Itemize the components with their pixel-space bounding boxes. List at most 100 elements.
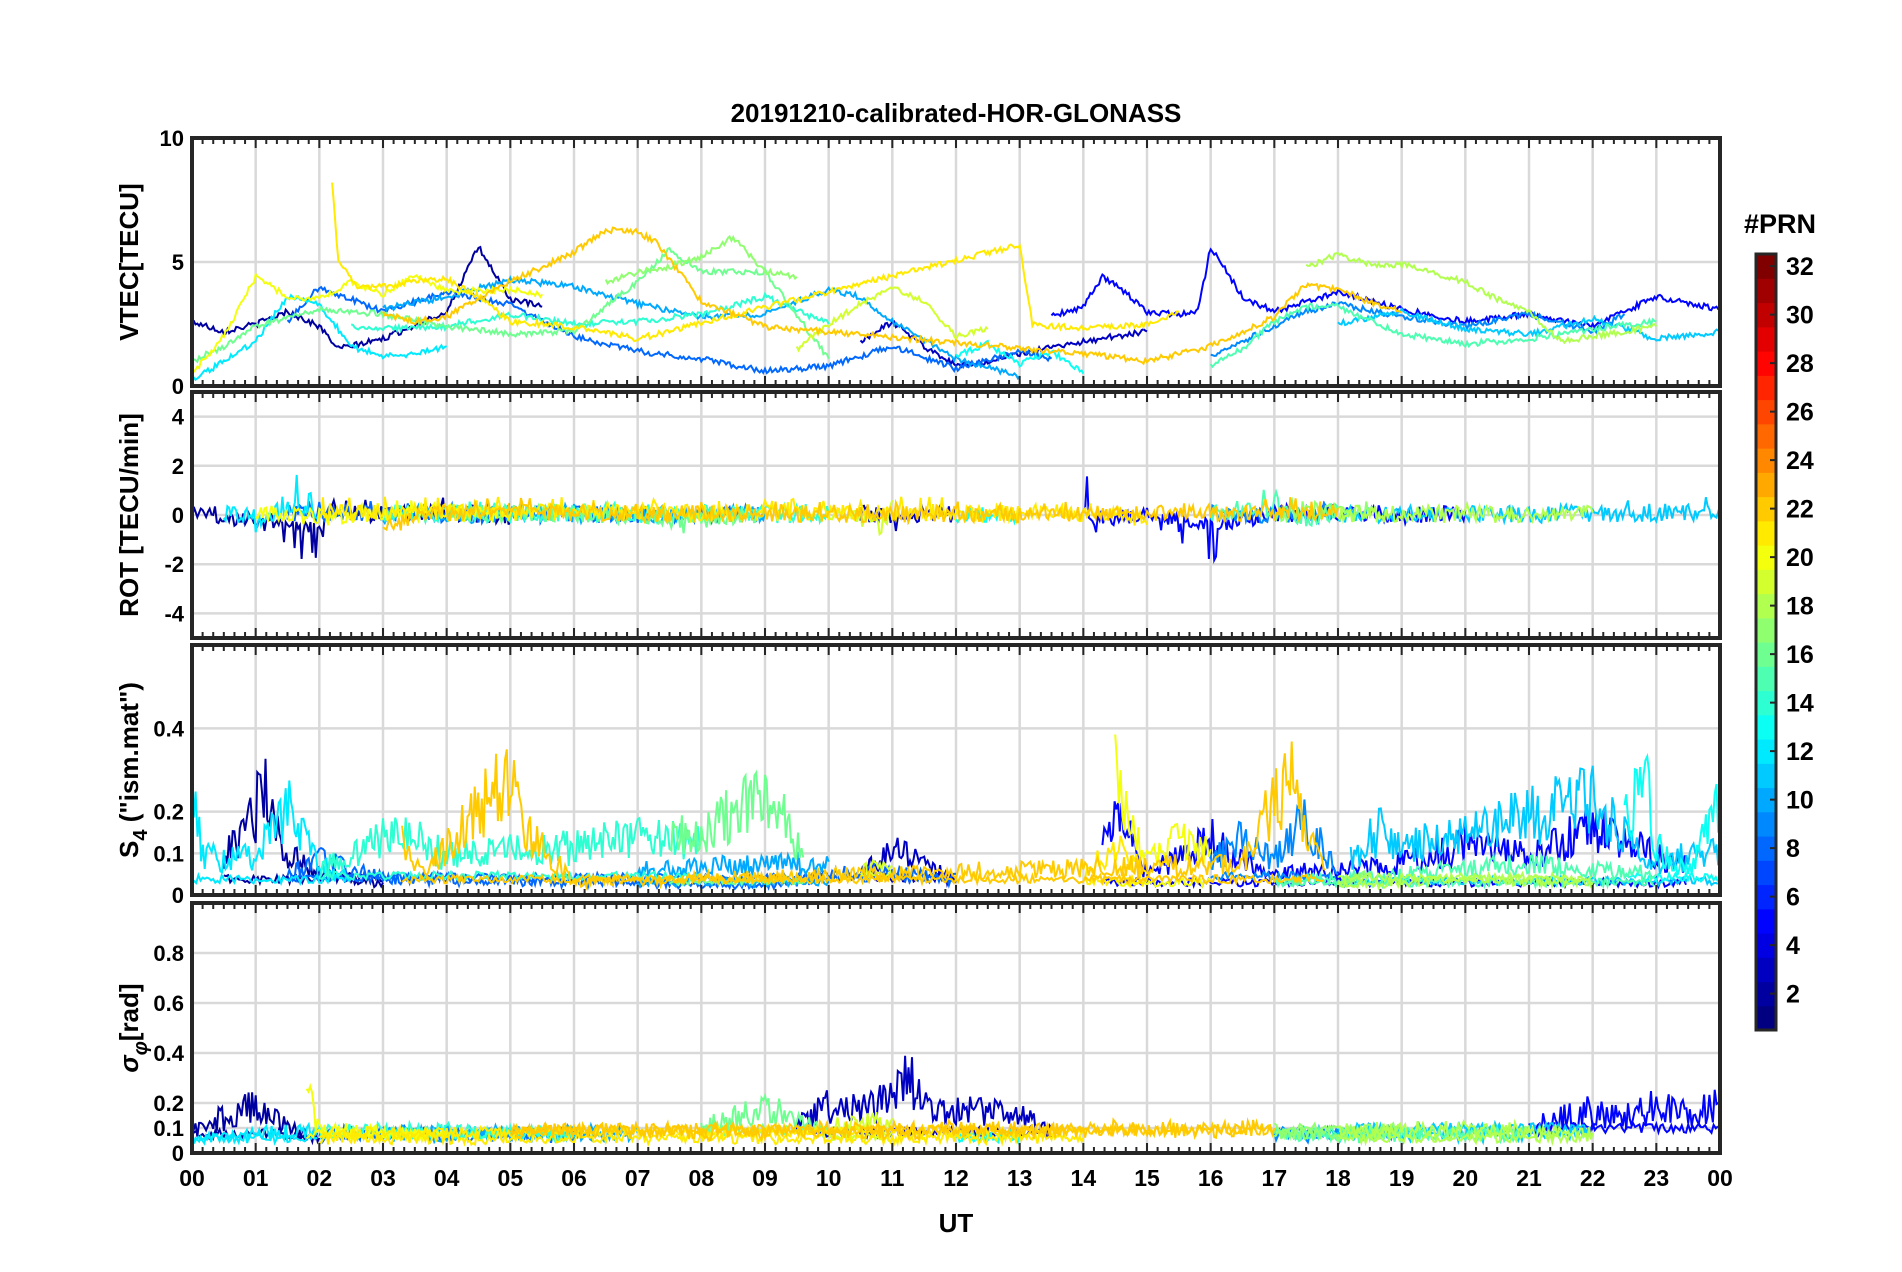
prn-22-rot-line bbox=[382, 497, 1339, 532]
colorbar-swatch bbox=[1756, 302, 1776, 328]
prn-16-s4-line bbox=[668, 769, 805, 861]
y-tick-label: 0.2 bbox=[153, 1091, 184, 1116]
colorbar-swatch bbox=[1756, 714, 1776, 740]
y-tick-label: 0 bbox=[172, 503, 184, 528]
x-axis-label: UT bbox=[939, 1208, 974, 1238]
colorbar-swatch bbox=[1756, 666, 1776, 692]
x-tick-label: 12 bbox=[943, 1165, 969, 1191]
x-tick-label: 02 bbox=[307, 1165, 333, 1191]
colorbar-tick-label: 10 bbox=[1786, 787, 1814, 815]
prn-12-sigma-line bbox=[192, 1121, 321, 1146]
colorbar-swatch bbox=[1756, 787, 1776, 813]
prn-2-vtec-line bbox=[192, 245, 543, 350]
prn-19-vtec-line bbox=[795, 286, 989, 353]
colorbar-tick-label: 26 bbox=[1786, 399, 1814, 427]
y-axis-label: σφ[rad] bbox=[114, 983, 152, 1072]
prn-9-vtec-line bbox=[1210, 301, 1626, 357]
colorbar-tick-label: 6 bbox=[1786, 884, 1800, 912]
colorbar-swatch bbox=[1756, 399, 1776, 425]
y-axis-label-sub: 4 bbox=[130, 829, 152, 841]
panel-frame bbox=[190, 390, 1722, 640]
colorbar-tick-label: 28 bbox=[1786, 350, 1814, 378]
x-tick-label: 13 bbox=[1007, 1165, 1033, 1191]
x-tick-label: 01 bbox=[243, 1165, 269, 1191]
x-tick-label: 23 bbox=[1644, 1165, 1670, 1191]
colorbar-swatch bbox=[1756, 981, 1776, 1007]
y-axis-label-rest: [rad] bbox=[114, 983, 144, 1041]
colorbar-tick-label: 24 bbox=[1786, 447, 1814, 475]
prn-9-s4-line bbox=[1209, 799, 1339, 876]
prn-22-baseline bbox=[401, 871, 1324, 887]
panel-frame bbox=[190, 136, 1722, 388]
y-axis-label-sub: φ bbox=[130, 1041, 152, 1055]
prn-16-vtec-line bbox=[192, 246, 830, 364]
colorbar-tick-label: 22 bbox=[1786, 496, 1814, 524]
x-tick-label: 03 bbox=[370, 1165, 396, 1191]
series-group bbox=[192, 1055, 1720, 1148]
colorbar-tick-label: 8 bbox=[1786, 835, 1800, 863]
s4-panel: 00.10.20.4S4 ("ism.mat") bbox=[114, 643, 1722, 908]
x-tick-label: 00 bbox=[179, 1165, 205, 1191]
prn-14-sigma-line bbox=[318, 1119, 575, 1144]
x-tick-label: 19 bbox=[1389, 1165, 1415, 1191]
prn-13-s4-line bbox=[1623, 752, 1720, 876]
prn-3-vtec-line bbox=[859, 320, 1148, 369]
colorbar-swatch bbox=[1756, 957, 1776, 983]
colorbar-swatch bbox=[1756, 617, 1776, 643]
colorbar-swatch bbox=[1756, 884, 1776, 910]
x-tick-label: 08 bbox=[689, 1165, 715, 1191]
x-tick-label: 22 bbox=[1580, 1165, 1606, 1191]
prn-17-s4-line bbox=[1337, 869, 1371, 886]
x-tick-label: 14 bbox=[1071, 1165, 1097, 1191]
y-tick-label: 0 bbox=[172, 374, 184, 399]
colorbar-tick-label: 16 bbox=[1786, 641, 1814, 669]
y-axis-label: S4 ("ism.mat") bbox=[114, 682, 152, 858]
prn-16-sigma-line bbox=[700, 1092, 829, 1138]
y-tick-label: 0.1 bbox=[153, 1116, 184, 1141]
x-tick-label: 15 bbox=[1134, 1165, 1160, 1191]
chart-title: 20191210-calibrated-HOR-GLONASS bbox=[731, 98, 1182, 128]
y-tick-label: 5 bbox=[172, 250, 184, 275]
prn-18-vtec-line bbox=[1305, 252, 1658, 345]
x-tick-label: 04 bbox=[434, 1165, 460, 1191]
colorbar-swatch bbox=[1756, 326, 1776, 352]
y-axis-label-main: σ bbox=[114, 1054, 144, 1073]
y-tick-label: 0 bbox=[172, 883, 184, 908]
colorbar-swatch bbox=[1756, 739, 1776, 764]
colorbar-swatch bbox=[1756, 351, 1776, 376]
colorbar-tick-label: 4 bbox=[1786, 932, 1800, 960]
x-tick-label: 05 bbox=[498, 1165, 524, 1191]
prn-11-s4-line bbox=[1349, 765, 1720, 875]
x-tick-label: 16 bbox=[1198, 1165, 1224, 1191]
prn-22-sigma-line bbox=[509, 1117, 1276, 1142]
prn-22-s4-line bbox=[401, 741, 1326, 891]
colorbar-swatch bbox=[1756, 690, 1776, 716]
prn-14-baseline bbox=[319, 869, 702, 883]
x-tick-label: 18 bbox=[1325, 1165, 1351, 1191]
colorbar-swatch bbox=[1756, 642, 1776, 667]
sigma-panel: 00.10.20.40.60.8σφ[rad]00 01 02 03 04 05 06 07 0… bbox=[114, 901, 1733, 1191]
prn-22-vtec-line bbox=[382, 226, 1402, 366]
prn-12-vtec-line bbox=[192, 293, 447, 382]
prn-21-rot-line bbox=[318, 496, 1148, 526]
colorbar-swatch bbox=[1756, 472, 1776, 498]
y-tick-label: 10 bbox=[160, 126, 184, 151]
x-tick-label: 07 bbox=[625, 1165, 651, 1191]
colorbar-tick-label: 20 bbox=[1786, 544, 1814, 572]
prn-15-rot-line bbox=[1209, 488, 1339, 528]
y-axis-label-rest: ("ism.mat") bbox=[114, 682, 144, 829]
colorbar-swatch bbox=[1756, 278, 1776, 304]
prn-13-baseline bbox=[1623, 870, 1719, 884]
colorbar-frame bbox=[1754, 252, 1778, 1032]
y-tick-label: 0 bbox=[172, 1141, 184, 1166]
colorbar-tick-label: 18 bbox=[1786, 593, 1814, 621]
prn-8-vtec-line bbox=[286, 285, 1053, 375]
prn-15-vtec-line bbox=[1209, 302, 1657, 369]
x-tick-label: 21 bbox=[1516, 1165, 1542, 1191]
prn-5-sigma-line bbox=[1528, 1089, 1720, 1138]
colorbar-swatch bbox=[1756, 569, 1776, 595]
x-tick-label: 20 bbox=[1453, 1165, 1479, 1191]
y-axis-label: ROT [TECU/min] bbox=[114, 413, 144, 617]
